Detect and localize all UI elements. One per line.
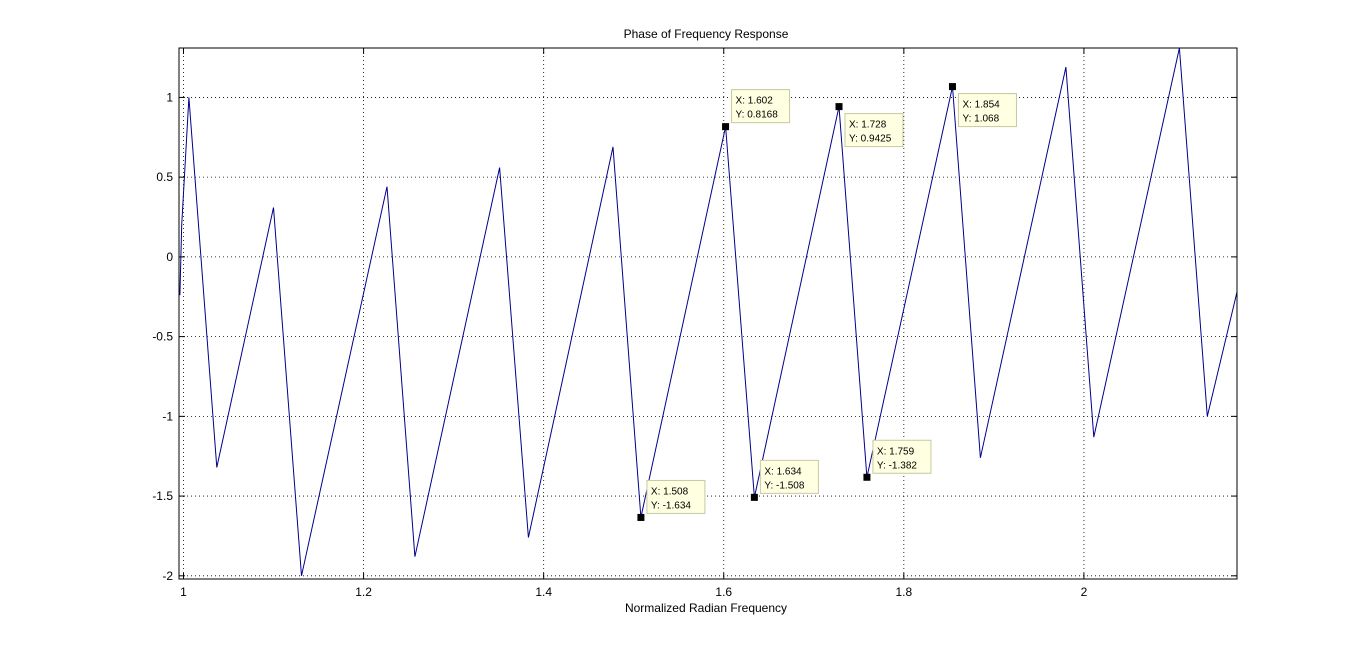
x-tick-label: 1.6 bbox=[715, 585, 732, 599]
data-tip[interactable]: X: 1.854 Y: 1.068 bbox=[948, 83, 1017, 128]
data-tip-box bbox=[731, 89, 791, 124]
data-tip-y: Y: 1.068 bbox=[962, 114, 999, 125]
data-tip-marker[interactable] bbox=[835, 103, 843, 111]
y-tick-label: 0.5 bbox=[156, 170, 173, 184]
data-tip-box bbox=[844, 113, 904, 148]
y-tick-label: -1.5 bbox=[152, 489, 173, 503]
data-tip-x: X: 1.728 bbox=[849, 120, 887, 131]
data-tip-marker[interactable] bbox=[722, 123, 730, 131]
axis-ticks: 1 1.2 1.4 1.6 1.8 2 1 0.5 0 -0.5 -1 -1.5 -2 bbox=[152, 48, 1237, 599]
chart-title: Phase of Frequency Response bbox=[624, 27, 789, 41]
data-tip-y: Y: 0.9425 bbox=[849, 134, 892, 145]
data-tip[interactable]: X: 1.759 Y: -1.382 bbox=[863, 439, 932, 481]
data-tip-x: X: 1.508 bbox=[651, 486, 689, 497]
x-tick-label: 1.2 bbox=[355, 585, 372, 599]
y-tick-label: -2 bbox=[162, 569, 173, 583]
data-tips: X: 1.602 Y: 0.8168 X: 1.728 Y: 0.9425 X: 1.8… bbox=[637, 83, 1017, 521]
x-axis-label: Normalized Radian Frequency bbox=[625, 601, 787, 615]
data-tip[interactable]: X: 1.508 Y: -1.634 bbox=[637, 479, 706, 521]
y-tick-label: -1 bbox=[162, 409, 173, 423]
data-tip[interactable]: X: 1.602 Y: 0.8168 bbox=[722, 89, 791, 131]
phase-series-line bbox=[179, 48, 1237, 576]
x-tick-label: 1.4 bbox=[535, 585, 552, 599]
x-tick-label: 2 bbox=[1081, 585, 1088, 599]
data-tip-marker[interactable] bbox=[637, 513, 645, 521]
data-tip-x: X: 1.634 bbox=[764, 466, 802, 477]
data-tip[interactable]: X: 1.634 Y: -1.508 bbox=[750, 459, 819, 501]
data-tip-y: Y: -1.634 bbox=[651, 500, 691, 511]
axes-box bbox=[178, 47, 1238, 580]
x-tick-label: 1 bbox=[180, 585, 187, 599]
data-tip-marker[interactable] bbox=[948, 83, 956, 91]
data-tip-x: X: 1.759 bbox=[877, 446, 915, 457]
data-tip-box bbox=[872, 439, 932, 474]
data-tip-box bbox=[646, 479, 706, 514]
data-tip-marker[interactable] bbox=[750, 493, 758, 501]
x-tick-label: 1.8 bbox=[895, 585, 912, 599]
y-tick-label: 0 bbox=[166, 250, 173, 264]
grid-lines bbox=[179, 48, 1237, 579]
data-tip-marker[interactable] bbox=[863, 473, 871, 481]
plot-area[interactable] bbox=[179, 48, 1237, 576]
data-tip-y: Y: 0.8168 bbox=[736, 110, 779, 121]
data-tip-y: Y: -1.508 bbox=[764, 480, 804, 491]
data-tip[interactable]: X: 1.728 Y: 0.9425 bbox=[835, 103, 904, 148]
y-tick-label: 1 bbox=[166, 90, 173, 104]
data-tip-x: X: 1.602 bbox=[736, 96, 774, 107]
data-tip-x: X: 1.854 bbox=[962, 100, 1000, 111]
data-tip-box bbox=[957, 93, 1017, 128]
data-tip-y: Y: -1.382 bbox=[877, 460, 917, 471]
data-tip-box bbox=[759, 459, 819, 494]
y-tick-label: -0.5 bbox=[152, 330, 173, 344]
